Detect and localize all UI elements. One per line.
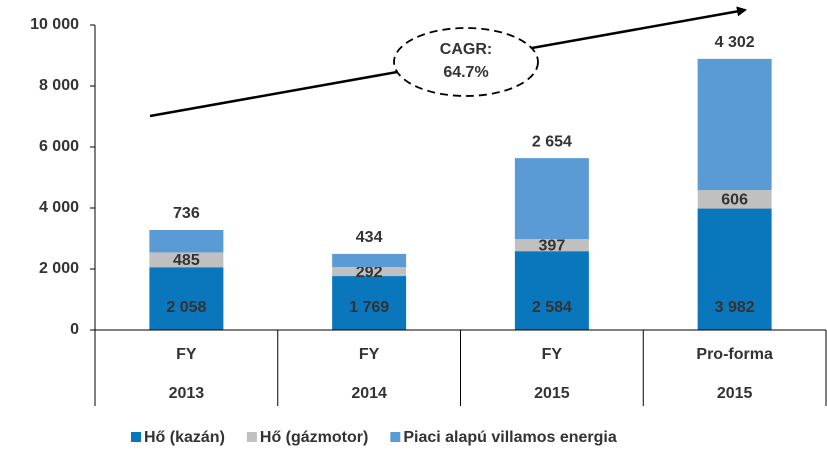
data-label: 2 058 <box>166 299 206 316</box>
x-tick-label: FY <box>176 346 197 363</box>
legend-label: Hő (gázmotor) <box>260 429 368 446</box>
y-tick-label: 10 000 <box>30 16 79 33</box>
legend-swatch <box>246 432 257 442</box>
bar-segment <box>514 239 589 252</box>
bar-segment <box>697 190 772 209</box>
x-tick-label: Pro-forma <box>696 346 773 363</box>
x-tick-label: 2015 <box>717 385 753 402</box>
bar-segment <box>697 208 772 330</box>
bar-segment <box>697 58 772 191</box>
bar-segment <box>514 251 589 330</box>
x-tick-label: 2013 <box>169 385 205 402</box>
legend-label: Hő (kazán) <box>144 429 225 446</box>
data-label: 1 769 <box>349 299 389 316</box>
data-label: 292 <box>356 264 383 281</box>
data-label: 397 <box>539 237 566 254</box>
y-tick-label: 4 000 <box>39 199 79 216</box>
data-label: 485 <box>173 252 200 269</box>
y-tick-label: 8 000 <box>39 77 79 94</box>
data-label: 606 <box>721 192 748 209</box>
data-label: 2 584 <box>532 299 572 316</box>
x-tick-label: 2015 <box>534 385 570 402</box>
y-tick-label: 0 <box>70 321 79 338</box>
annotation-ellipse <box>393 27 539 97</box>
bar-segment <box>332 276 407 330</box>
bar-segment <box>514 158 589 240</box>
legend-swatch <box>131 432 141 442</box>
annotation: CAGR: <box>440 41 492 58</box>
data-label: 4 302 <box>715 34 755 51</box>
data-label: 2 654 <box>532 133 572 150</box>
data-label: 736 <box>173 205 200 222</box>
bar-segment <box>332 267 407 277</box>
x-tick-label: FY <box>359 346 380 363</box>
data-label: 434 <box>356 229 383 246</box>
y-tick-label: 2 000 <box>39 260 79 277</box>
bar-segment <box>149 267 224 330</box>
legend-swatch <box>390 432 401 442</box>
y-tick-label: 6 000 <box>39 138 79 155</box>
annotation: 64.7% <box>443 64 488 81</box>
x-tick-label: FY <box>542 346 563 363</box>
bar-segment <box>332 253 407 268</box>
legend-label: Piaci alapú villamos energia <box>403 429 617 446</box>
x-tick-label: 2014 <box>351 385 387 402</box>
bar-segment <box>149 252 224 268</box>
bar-segment <box>149 229 224 253</box>
data-label: 3 982 <box>715 299 755 316</box>
